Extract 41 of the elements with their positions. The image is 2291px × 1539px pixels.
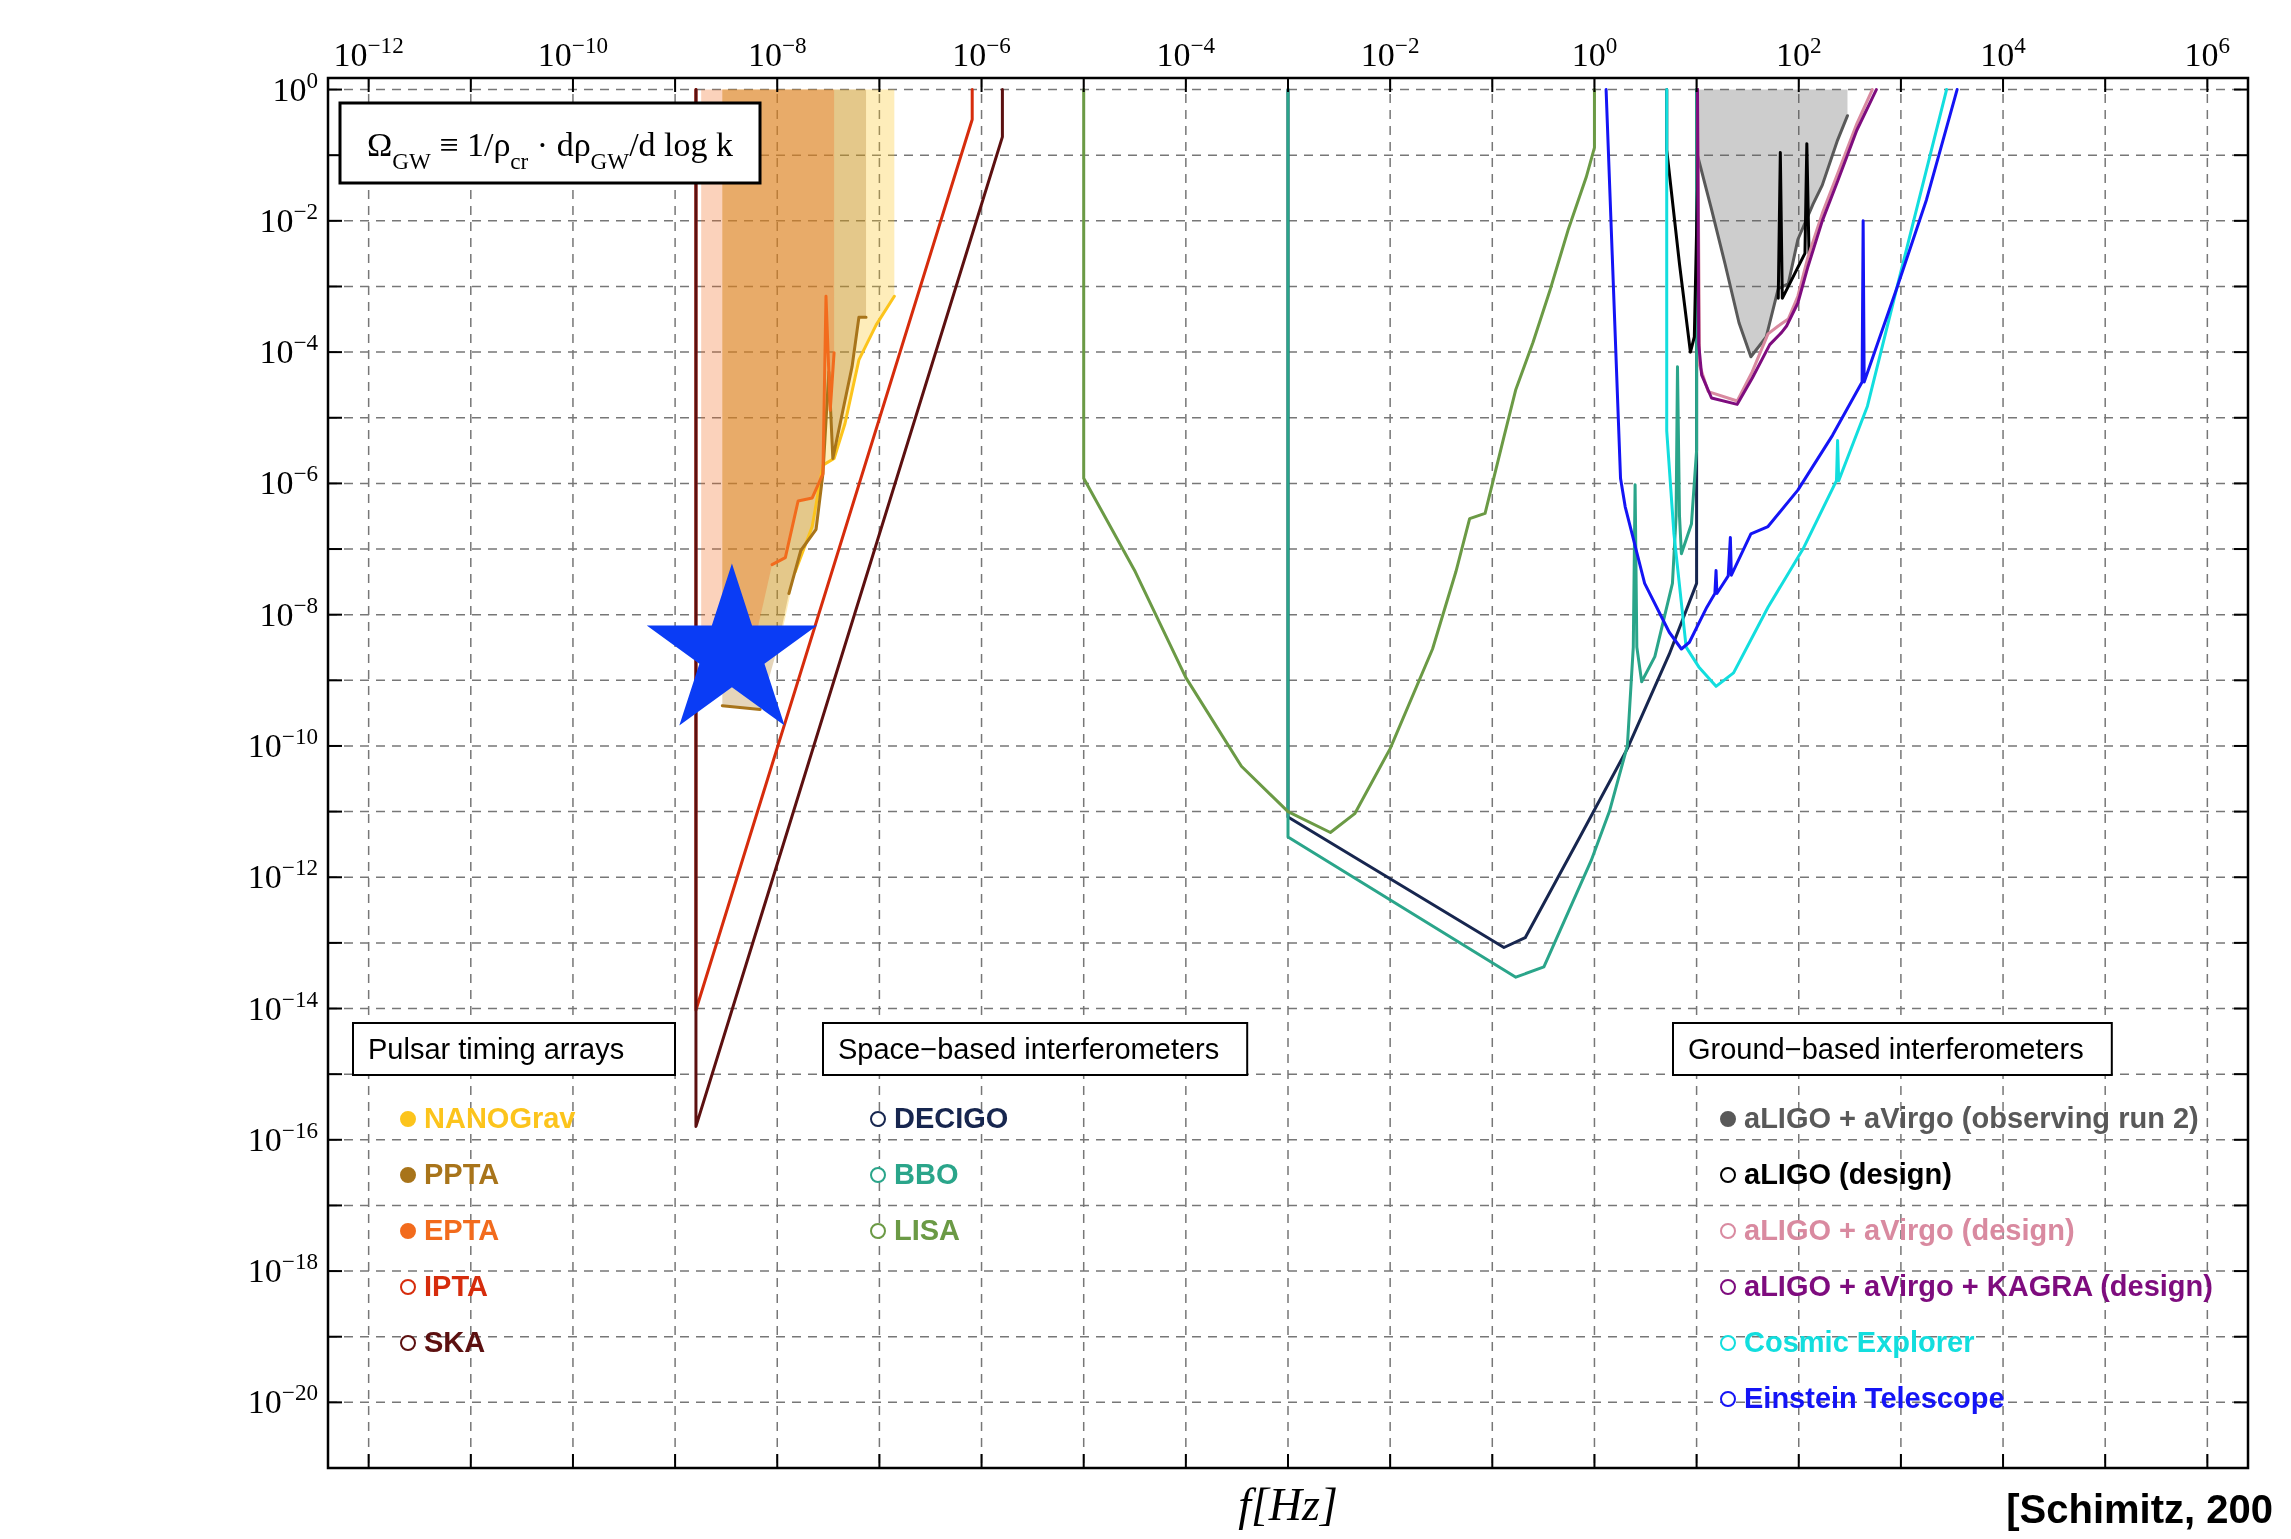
- y-tick-label: 10$^{−8}$: [259, 591, 318, 633]
- x-tick-label: 10$^{0}$: [1571, 32, 1618, 73]
- legend-label: DECIGO: [894, 1102, 1009, 1134]
- x-tick-label: 10$^{−2}$: [1360, 32, 1420, 73]
- annotation: Space−based interferometers: [838, 1033, 1220, 1065]
- x-tick-label: 10$^{−10}$: [537, 32, 609, 73]
- y-tick-label: 10$^{−12}$: [247, 854, 318, 896]
- legend-label: SKA: [424, 1326, 486, 1358]
- y-tick-label: 10$^{−10}$: [247, 722, 318, 764]
- y-tick-label: 10$^{−2}$: [259, 197, 318, 239]
- legend-label: NANOGrav: [424, 1102, 576, 1134]
- x-tick-label: 10$^{6}$: [2184, 32, 2231, 73]
- x-tick-label: 10$^{−12}$: [333, 32, 404, 73]
- legend-label: IPTA: [424, 1270, 488, 1302]
- y-tick-label: 10$^{−18}$: [247, 1248, 318, 1290]
- x-tick-label: 10$^{4}$: [1980, 32, 2027, 73]
- y-tick-label: 10$^{0}$: [272, 66, 318, 108]
- y-tick-label: 10$^{−4}$: [259, 329, 319, 371]
- legend-label: aLIGO + aVirgo (observing run 2): [1744, 1102, 2199, 1134]
- y-tick-label: 10$^{−20}$: [247, 1379, 318, 1421]
- legend-label: aLIGO (design): [1744, 1158, 1952, 1190]
- x-tick-label: 10$^{2}$: [1775, 32, 1822, 73]
- legend-label: Einstein Telescope: [1744, 1382, 2005, 1414]
- legend-label: aLIGO + aVirgo (design): [1744, 1214, 2075, 1246]
- legend-label: BBO: [894, 1158, 959, 1190]
- annotation: Ω$_{GW}$ ≡ 1/ρ$_{cr}$ · dρ$_{GW}$/d log k: [366, 126, 734, 174]
- y-tick-label: 10$^{−16}$: [247, 1116, 318, 1158]
- legend-label: PPTA: [424, 1158, 500, 1190]
- legend-label: LISA: [894, 1214, 961, 1246]
- x-axis-title: f[Hz]: [1238, 1479, 1338, 1530]
- annotation: Ground−based interferometers: [1688, 1033, 2084, 1065]
- x-tick-label: 10$^{−6}$: [952, 32, 1011, 73]
- annotation: Pulsar timing arrays: [368, 1033, 625, 1065]
- x-tick-label: 10$^{−4}$: [1156, 32, 1216, 73]
- x-tick-label: 10$^{−8}$: [747, 32, 807, 73]
- legend-label: Cosmic Explorer: [1744, 1326, 1975, 1358]
- y-tick-label: 10$^{−14}$: [247, 985, 319, 1027]
- legend-label: EPTA: [424, 1214, 500, 1246]
- legend-label: aLIGO + aVirgo + KAGRA (design): [1744, 1270, 2213, 1302]
- text: [Schimitz, 200: [2006, 1487, 2273, 1531]
- y-tick-label: 10$^{−6}$: [259, 460, 318, 502]
